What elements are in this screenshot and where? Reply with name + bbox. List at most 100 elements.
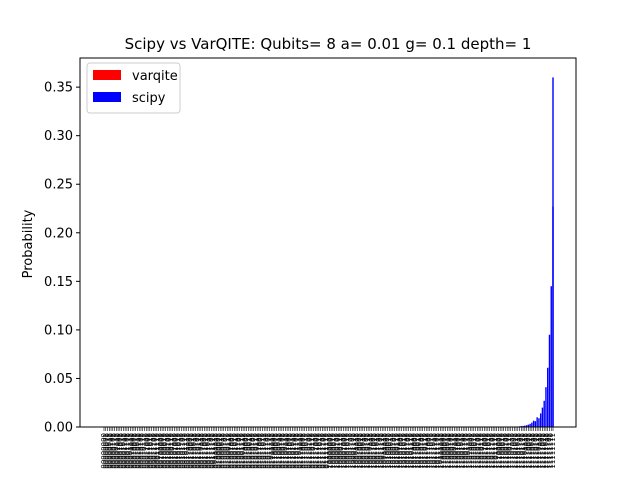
x-tick-label: 11110110 xyxy=(533,433,541,469)
x-tick-label: 00111011 xyxy=(204,433,212,469)
bar-scipy xyxy=(534,421,537,427)
x-tick-label: 00100011 xyxy=(162,433,170,469)
x-tick-label: 10111010 xyxy=(428,433,436,469)
x-tick-label: 00100010 xyxy=(160,433,168,469)
x-tick-label: 00100111 xyxy=(169,433,177,469)
x-tick-label: 11110000 xyxy=(523,433,531,469)
bar-scipy xyxy=(545,387,547,427)
bar-scipy xyxy=(524,425,526,427)
x-tick-label: 01011000 xyxy=(255,433,263,469)
x-tick-label: 01010010 xyxy=(244,433,252,469)
x-tick-label: 01101100 xyxy=(290,433,298,469)
x-tick-label: 00010110 xyxy=(139,433,147,469)
x-tick-label: 10010100 xyxy=(361,433,369,469)
x-tick-label: 01001011 xyxy=(232,433,240,469)
x-tick-label: 01011011 xyxy=(260,433,268,469)
x-tick-label: 01010001 xyxy=(243,433,251,469)
x-tick-label: 11100010 xyxy=(498,433,506,469)
x-tick-label: 11100101 xyxy=(503,433,511,469)
x-tick-label: 01011101 xyxy=(264,433,272,469)
x-tick-label: 01111011 xyxy=(317,433,325,469)
x-tick-label: 00101010 xyxy=(174,433,182,469)
x-tick-label: 10000111 xyxy=(338,433,346,469)
x-tick-label: 00001000 xyxy=(114,433,122,469)
x-tick-label: 01110010 xyxy=(301,433,309,469)
axes-frame xyxy=(79,57,577,428)
x-tick-label: 01100110 xyxy=(280,433,288,469)
bar-scipy xyxy=(529,423,531,427)
x-tick-label: 11000111 xyxy=(450,433,458,469)
x-tick-label: 01110110 xyxy=(308,433,316,469)
x-tick-label: 00110111 xyxy=(197,433,205,469)
bar-scipy xyxy=(548,334,551,427)
x-tick-label: 10010101 xyxy=(362,433,370,469)
x-tick-label: 11000000 xyxy=(438,433,446,469)
x-tick-label: 11010010 xyxy=(470,433,478,469)
x-tick-label: 01110101 xyxy=(306,433,314,469)
x-tick-label: 11011111 xyxy=(493,433,501,469)
legend: varqite scipy xyxy=(86,62,181,114)
x-tick-label: 01000111 xyxy=(225,433,233,469)
x-tick-label: 10101110 xyxy=(406,433,414,469)
legend-label-scipy: scipy xyxy=(132,91,166,106)
x-tick-label: 10010001 xyxy=(355,433,363,469)
bar-scipy xyxy=(522,425,524,427)
x-tick-label: 10101010 xyxy=(399,433,407,469)
x-tick-label: 11001111 xyxy=(464,433,472,469)
x-tick-label: 10101000 xyxy=(396,433,404,469)
x-tick-label: 01011100 xyxy=(262,433,270,469)
x-tick-label: 10001110 xyxy=(350,433,358,469)
x-tick-label: 11110101 xyxy=(531,433,539,469)
x-tick-label: 11010011 xyxy=(472,433,480,469)
x-tick-label: 00011100 xyxy=(149,433,157,469)
x-tick-label: 10001011 xyxy=(345,433,353,469)
x-tick-label: 11011010 xyxy=(484,433,492,469)
x-tick-label: 11100001 xyxy=(496,433,504,469)
x-tick-label: 01001111 xyxy=(239,433,247,469)
x-tick-label: 00000001 xyxy=(102,433,110,469)
x-tick-label: 01100100 xyxy=(276,433,284,469)
x-tick-label: 10011001 xyxy=(369,433,377,469)
x-tick-label: 00000110 xyxy=(111,433,119,469)
bar-scipy xyxy=(550,286,552,427)
x-tick-label: 10110001 xyxy=(412,433,420,469)
x-tick-label: 11010000 xyxy=(466,433,474,469)
y-tick-label: 0.20 xyxy=(44,226,73,241)
x-tick-label: 01001101 xyxy=(236,433,244,469)
x-tick-label: 01000101 xyxy=(221,433,229,469)
x-tick-label: 00000010 xyxy=(104,433,112,469)
x-tick-label: 11000100 xyxy=(445,433,453,469)
x-tick-label: 01100111 xyxy=(281,433,289,469)
x-tick-label: 01101101 xyxy=(292,433,300,469)
x-tick-label: 10011110 xyxy=(378,433,386,469)
x-tick-label: 10101011 xyxy=(401,433,409,469)
x-tick-label: 11100011 xyxy=(500,433,508,469)
x-tick-label: 00111110 xyxy=(209,433,217,469)
x-tick-label: 00101001 xyxy=(172,433,180,469)
x-tick-label: 11111011 xyxy=(542,433,550,469)
x-tick-label: 00110011 xyxy=(190,433,198,469)
x-tick-label: 11101100 xyxy=(516,433,524,469)
x-tick-label: 10111110 xyxy=(435,433,443,469)
x-tick-label: 01111100 xyxy=(318,433,326,469)
x-tick-label: 10101101 xyxy=(405,433,413,469)
x-tick-label: 11111111 xyxy=(549,433,557,469)
x-tick-label: 01101010 xyxy=(287,433,295,469)
y-tick-label: 0.05 xyxy=(44,372,73,387)
x-tick-label: 10110111 xyxy=(422,433,430,469)
x-tick-label: 00101110 xyxy=(181,433,189,469)
x-tick-label: 11000101 xyxy=(447,433,455,469)
x-tick-label: 00010011 xyxy=(133,433,141,469)
x-tick-label: 10100000 xyxy=(382,433,390,469)
x-tick-label: 11000011 xyxy=(443,433,451,469)
x-tick-label: 10010000 xyxy=(354,433,362,469)
x-tick-label: 01000001 xyxy=(214,433,222,469)
x-tick-label: 10110000 xyxy=(410,433,418,469)
x-tick-label: 01101111 xyxy=(295,433,303,469)
x-tick-label: 11111110 xyxy=(547,433,555,469)
x-tick-label: 11001100 xyxy=(459,433,467,469)
bar-scipy xyxy=(547,367,549,427)
x-tick-label: 11100100 xyxy=(501,433,509,469)
x-tick-label: 10000011 xyxy=(331,433,339,469)
